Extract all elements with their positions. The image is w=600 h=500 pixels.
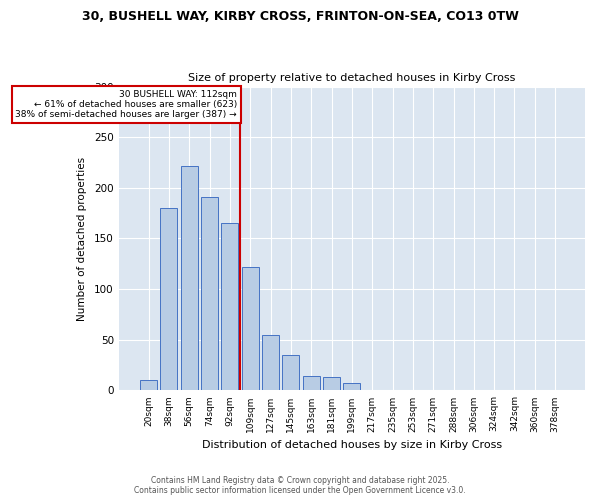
Bar	[343, 384, 361, 390]
Text: Contains HM Land Registry data © Crown copyright and database right 2025.
Contai: Contains HM Land Registry data © Crown c…	[134, 476, 466, 495]
Bar	[140, 380, 157, 390]
Bar	[201, 197, 218, 390]
Text: 30, BUSHELL WAY, KIRBY CROSS, FRINTON-ON-SEA, CO13 0TW: 30, BUSHELL WAY, KIRBY CROSS, FRINTON-ON…	[82, 10, 518, 23]
Bar	[323, 378, 340, 390]
X-axis label: Distribution of detached houses by size in Kirby Cross: Distribution of detached houses by size …	[202, 440, 502, 450]
Text: 30 BUSHELL WAY: 112sqm
← 61% of detached houses are smaller (623)
38% of semi-de: 30 BUSHELL WAY: 112sqm ← 61% of detached…	[16, 90, 237, 120]
Bar	[221, 224, 238, 390]
Bar	[302, 376, 320, 390]
Bar	[181, 166, 198, 390]
Bar	[242, 267, 259, 390]
Bar	[160, 208, 178, 390]
Bar	[282, 355, 299, 390]
Title: Size of property relative to detached houses in Kirby Cross: Size of property relative to detached ho…	[188, 73, 515, 83]
Y-axis label: Number of detached properties: Number of detached properties	[77, 156, 87, 320]
Bar	[262, 334, 279, 390]
